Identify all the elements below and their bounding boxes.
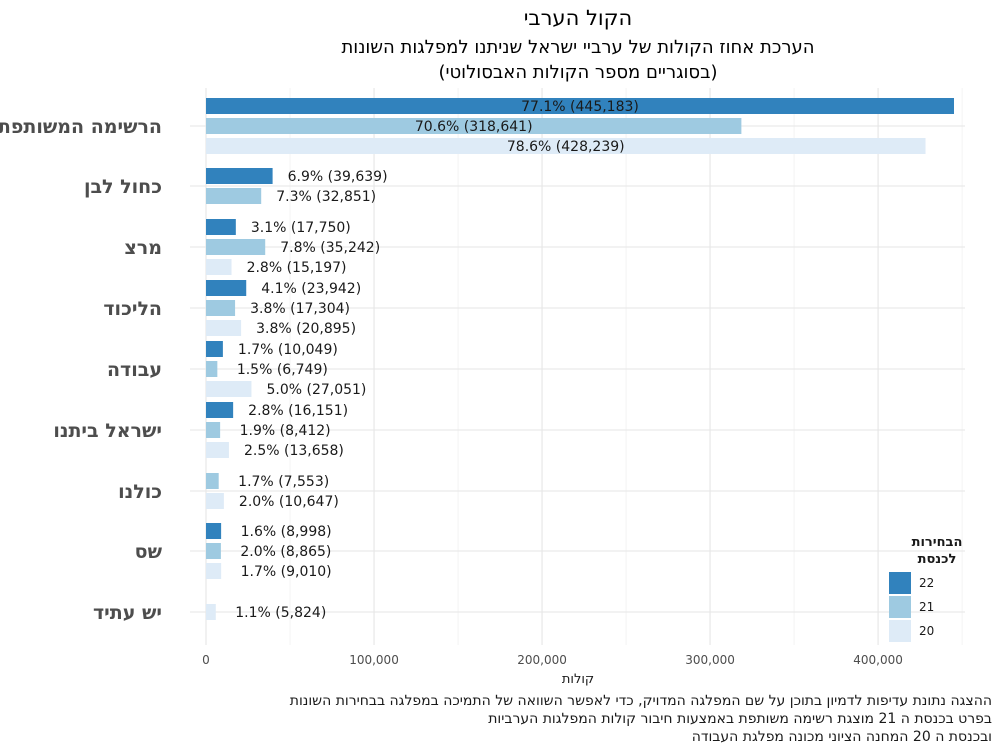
category-labels: הרשימה המשותפת כחול לבן מרצ הליכוד עבודה ישרא… [0, 116, 163, 624]
bar-label-8-20: 1.1% (5,824) [235, 605, 326, 621]
x-tick-label-4: 400,000 [853, 653, 903, 667]
category-label-3: הליכוד [103, 298, 162, 320]
caption-line-3: ובכנסת ה 20 המחנה הציוני מכונה מפלגת העב… [692, 729, 992, 745]
bar-label-0-20: 78.6% (428,239) [507, 139, 625, 155]
bar-label-7-21: 2.0% (8,865) [240, 544, 331, 560]
category-label-8: יש עתיד [93, 602, 162, 624]
bar-6-20 [206, 493, 224, 509]
bar-label-3-21: 3.8% (17,304) [250, 301, 350, 317]
chart-title: הקול הערבי [524, 6, 633, 30]
bar-label-2-21: 7.8% (35,242) [280, 240, 380, 256]
x-axis-title: קולות [562, 672, 594, 687]
x-tick-label-2: 200,000 [517, 653, 567, 667]
bar-2-22 [206, 219, 236, 235]
bar-3-20 [206, 320, 242, 336]
bar-label-3-22: 4.1% (23,942) [261, 281, 361, 297]
bar-7-22 [206, 523, 222, 539]
bar-5-20 [206, 442, 229, 458]
bar-0-22 [206, 98, 954, 114]
bar-labels: 77.1% (445,183) 70.6% (318,641) 78.6% (428… [235, 99, 639, 621]
bar-label-0-21: 70.6% (318,641) [415, 119, 533, 135]
legend-label-21: 21 [919, 600, 934, 614]
category-label-7: שס [135, 541, 163, 563]
bar-6-21 [206, 473, 219, 489]
legend-label-20: 20 [919, 624, 934, 638]
legend-title-line-1: הבחירות [912, 535, 963, 550]
legend-swatch-21 [889, 596, 911, 618]
bar-label-0-22: 77.1% (445,183) [521, 99, 639, 115]
bar-5-21 [206, 422, 221, 438]
bar-label-7-22: 1.6% (8,998) [241, 524, 332, 540]
x-tick-label-0: 0 [202, 653, 210, 667]
category-label-4: עבודה [107, 359, 162, 381]
bar-label-4-21: 1.5% (6,749) [237, 362, 328, 378]
bar-label-1-21: 7.3% (32,851) [276, 189, 376, 205]
bar-3-21 [206, 300, 236, 316]
bar-4-20 [206, 381, 252, 397]
bar-2-20 [206, 259, 232, 275]
bar-label-5-22: 2.8% (16,151) [248, 403, 348, 419]
bar-0-21 [206, 118, 742, 134]
bar-label-4-22: 1.7% (10,049) [238, 342, 338, 358]
chart-subtitle-line-2: (בסוגריים מספר הקולות האבסולוטי) [438, 62, 717, 83]
bars [206, 98, 954, 620]
bar-label-6-21: 1.7% (7,553) [238, 474, 329, 490]
bar-label-2-22: 3.1% (17,750) [251, 220, 351, 236]
bar-label-1-22: 6.9% (39,639) [288, 169, 388, 185]
category-label-1: כחול לבן [84, 176, 162, 198]
legend-title-line-2: לכנסת [918, 552, 957, 567]
bar-label-4-20: 5.0% (27,051) [266, 382, 366, 398]
bar-8-20 [206, 604, 216, 620]
bar-7-20 [206, 563, 222, 579]
legend-swatch-20 [889, 620, 911, 642]
bar-3-22 [206, 280, 247, 296]
x-tick-label-1: 100,000 [349, 653, 399, 667]
bar-label-6-20: 2.0% (10,647) [239, 494, 339, 510]
category-label-2: מרצ [124, 237, 162, 259]
x-tick-label-3: 300,000 [685, 653, 735, 667]
chart-subtitle-line-1: הערכת אחוז הקולות של ערביי ישראל שניתנו … [341, 37, 814, 58]
category-label-0: הרשימה המשותפת [0, 116, 162, 138]
bar-label-3-20: 3.8% (20,895) [256, 321, 356, 337]
bar-0-20 [206, 138, 926, 154]
bar-4-21 [206, 361, 218, 377]
caption-line-1: ההצגה נתונת עדיפות לדמיון בתוכן על שם המ… [290, 693, 992, 709]
legend-label-22: 22 [919, 576, 934, 590]
category-label-6: כולנו [118, 481, 162, 503]
legend: הבחירות לכנסת 22 21 20 [889, 535, 962, 642]
bar-label-5-21: 1.9% (8,412) [240, 423, 331, 439]
bar-7-21 [206, 543, 221, 559]
bar-label-7-20: 1.7% (9,010) [241, 564, 332, 580]
bar-5-22 [206, 402, 234, 418]
x-axis-ticks: 0 100,000 200,000 300,000 400,000 [202, 653, 903, 667]
bar-label-2-20: 2.8% (15,197) [247, 260, 347, 276]
bar-2-21 [206, 239, 266, 255]
bar-label-5-20: 2.5% (13,658) [244, 443, 344, 459]
category-label-5: ישראל ביתנו [53, 420, 162, 442]
bar-1-21 [206, 188, 262, 204]
legend-swatch-22 [889, 572, 911, 594]
bar-4-22 [206, 341, 223, 357]
bar-1-22 [206, 168, 273, 184]
caption-line-2: בפרט בכנסת ה 21 מוצגת רשימה משותפת באמצע… [488, 711, 992, 727]
